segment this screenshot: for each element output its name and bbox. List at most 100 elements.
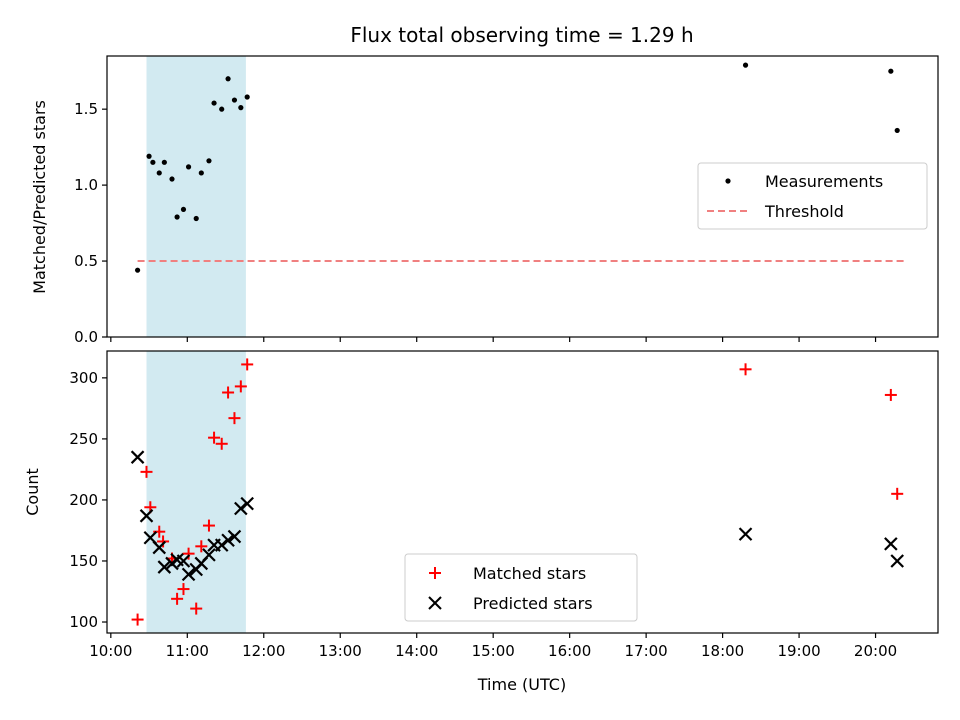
predicted-star-point — [202, 548, 216, 562]
measurement-point — [161, 159, 167, 165]
counts-y-tick-label: 150 — [69, 552, 98, 570]
counts-axes-frame — [106, 350, 939, 634]
counts-y-axis-label: Count — [23, 468, 42, 516]
predicted-star-point — [130, 450, 145, 464]
counts-legend-box — [404, 553, 638, 622]
counts-y-tick-label: 200 — [69, 491, 98, 509]
measurement-point — [169, 176, 175, 182]
matched-star-point — [177, 583, 190, 596]
matched-star-point — [157, 535, 170, 548]
matched-star-point — [190, 602, 203, 615]
time-x-tick-label: 13:00 — [319, 642, 362, 660]
predicted-star-point — [139, 509, 154, 523]
predicted-star-point — [884, 537, 898, 551]
ratio-y-axis-label: Matched/Predicted stars — [30, 100, 49, 294]
predicted-star-point — [157, 560, 172, 574]
matched-star-point — [228, 412, 241, 425]
time-x-tick-label: 11:00 — [166, 642, 209, 660]
legend-matched-marker — [429, 567, 441, 579]
matched-star-point — [208, 431, 221, 444]
measurement-point — [742, 62, 749, 68]
legend-matched-label: Matched stars — [473, 564, 586, 583]
predicted-star-point — [227, 529, 242, 544]
measurement-point — [150, 159, 156, 165]
ratio-y-tick-label: 1.5 — [74, 100, 98, 118]
time-x-tick-label: 19:00 — [777, 642, 820, 660]
measurement-point — [193, 215, 199, 222]
ratio-y-tick-label: 0.5 — [74, 252, 98, 270]
matched-star-point — [195, 540, 208, 553]
predicted-star-point — [738, 527, 753, 541]
counts-legend: Matched stars Predicted stars — [404, 553, 638, 622]
measurement-point — [219, 106, 225, 112]
legend-measurements-label: Measurements — [765, 172, 883, 191]
matched-star-point — [202, 519, 215, 532]
ratio-y-tick-label: 1.0 — [74, 176, 98, 194]
time-x-tick-label: 18:00 — [701, 642, 744, 660]
chart-title: Flux total observing time = 1.29 h — [350, 23, 693, 47]
legend-predicted-label: Predicted stars — [473, 594, 593, 613]
matched-star-point — [171, 592, 184, 605]
counts-plot-area — [130, 351, 904, 633]
predicted-star-point — [152, 540, 167, 555]
time-x-tick-label: 14:00 — [395, 642, 438, 660]
ratio-shaded-window — [146, 56, 246, 337]
time-x-tick-label: 16:00 — [548, 642, 591, 660]
time-x-tick-label: 15:00 — [472, 642, 515, 660]
ratio-legend: Measurements Threshold — [697, 162, 928, 230]
counts-x-ticks: 10:00 11:00 12:00 13:00 14:00 15:00 16:00 17:00… — [89, 633, 897, 660]
matched-star-point — [241, 358, 254, 371]
measurement-point — [225, 76, 231, 82]
ratio-plot-area — [134, 56, 904, 337]
time-x-tick-label: 10:00 — [89, 642, 132, 660]
matched-star-point — [131, 613, 144, 626]
matched-star-point — [891, 487, 904, 500]
ratio-y-ticks: 0.0 0.5 1.0 1.5 — [74, 100, 107, 346]
counts-shaded-window — [146, 351, 246, 633]
ratio-legend-box — [697, 162, 928, 230]
measurement-point — [156, 170, 162, 176]
measurement-point — [198, 170, 204, 176]
matched-star-point — [739, 363, 752, 376]
measurement-point — [231, 97, 238, 103]
ratio-y-tick-label: 0.0 — [74, 328, 98, 346]
counts-y-tick-label: 100 — [69, 613, 98, 631]
time-x-tick-label: 17:00 — [625, 642, 668, 660]
counts-y-ticks: 100 150 200 250 300 — [69, 369, 107, 631]
matched-star-point — [234, 380, 247, 393]
measurement-point — [206, 158, 212, 164]
predicted-star-point — [176, 554, 191, 568]
legend-measurements-marker — [725, 178, 731, 184]
predicted-star-point — [181, 567, 196, 582]
legend-threshold-label: Threshold — [764, 202, 844, 221]
measurement-point — [180, 206, 187, 213]
measurement-point — [134, 267, 141, 273]
x-axis-label: Time (UTC) — [477, 675, 566, 694]
predicted-star-point — [240, 496, 254, 511]
measurement-point — [146, 153, 152, 159]
counts-y-tick-label: 300 — [69, 369, 98, 387]
measurement-point — [211, 100, 217, 106]
predicted-star-point — [221, 533, 235, 547]
measurement-point — [244, 94, 250, 100]
ratio-panel: 0.0 0.5 1.0 1.5 Flux total observing time =… — [30, 23, 939, 346]
measurement-point — [174, 214, 180, 220]
matched-star-point — [215, 437, 228, 450]
measurement-point — [238, 105, 244, 111]
ratio-axes-frame — [106, 55, 939, 338]
measurement-point — [888, 68, 894, 74]
measurement-point — [185, 164, 192, 170]
time-x-tick-label: 12:00 — [242, 642, 285, 660]
matched-star-point — [182, 547, 195, 560]
matched-star-point — [222, 386, 235, 399]
ratio-x-ticks — [110, 337, 877, 342]
matched-star-point — [884, 388, 897, 401]
measurement-point — [894, 127, 900, 134]
predicted-star-point — [890, 554, 904, 568]
legend-predicted-marker — [428, 596, 442, 610]
matched-star-point — [140, 465, 153, 478]
counts-y-tick-label: 250 — [69, 430, 98, 448]
time-x-tick-label: 20:00 — [854, 642, 897, 660]
counts-panel: 100 150 200 250 300 10:00 11:00 12:00 13:00 14:0… — [23, 350, 939, 694]
